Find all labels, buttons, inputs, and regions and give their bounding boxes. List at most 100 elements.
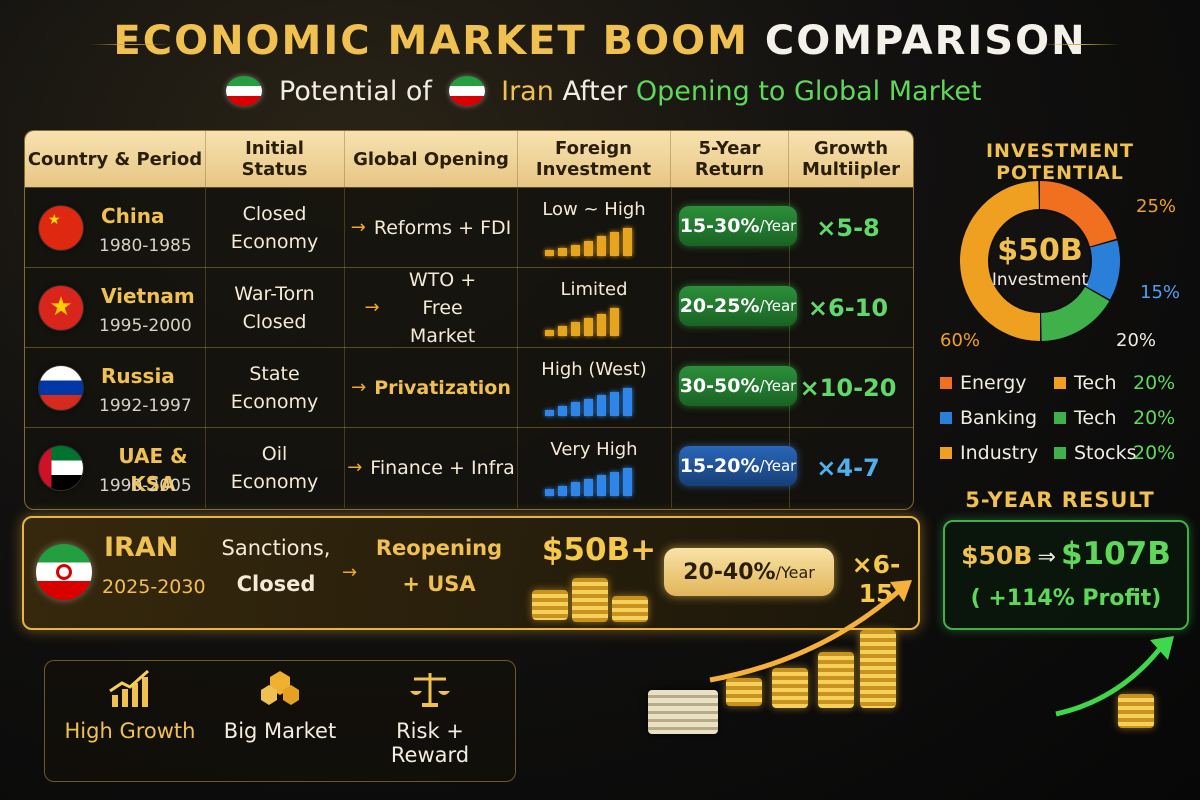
arrow-right-icon: → xyxy=(350,217,366,238)
column-header-status: Initial Status xyxy=(205,131,345,187)
donut-center-value: $50B xyxy=(997,233,1083,268)
investment-bar xyxy=(610,308,619,336)
return-pill: 15-30%/Year xyxy=(679,206,797,246)
country-cell: UAE & KSA 1990-2005 xyxy=(25,428,206,508)
gold-coins-icon xyxy=(572,578,608,622)
legend-pct: 20% xyxy=(1133,372,1176,394)
opening-cell: → Reforms + FDI xyxy=(345,188,518,268)
legend-swatch xyxy=(940,447,952,459)
legend-item: Stocks xyxy=(1054,442,1136,464)
multiplier-value: ×10-20 xyxy=(799,374,897,402)
country-name: Vietnam xyxy=(101,284,195,308)
page-subtitle: Potential of Iran After Opening to Globa… xyxy=(0,76,1200,107)
slice-label: 20% xyxy=(1116,330,1157,351)
country-period: 1992-1997 xyxy=(99,396,192,416)
investment-text: High (West) xyxy=(541,359,647,380)
legend-pct: 20% xyxy=(1133,407,1176,429)
status-line2: Closed xyxy=(236,572,316,596)
gold-coins-icon xyxy=(1118,694,1154,728)
return-cell: 20-25%/Year xyxy=(671,268,797,348)
return-pill: 30-50%/Year xyxy=(679,366,797,406)
multiplier-cell: ×4-7 xyxy=(789,428,913,508)
multiplier-value: ×4-7 xyxy=(816,454,880,482)
donut-slice xyxy=(1040,181,1117,247)
column-header-country: Country & Period xyxy=(25,131,206,187)
country-name: IRAN xyxy=(104,532,179,563)
iran-flag-icon xyxy=(226,76,263,106)
uae-flag-icon xyxy=(39,446,83,490)
return-cell: 30-50%/Year xyxy=(671,348,797,428)
status-cell: State Economy xyxy=(205,348,345,428)
investment-bar xyxy=(558,248,567,256)
opening-cell: → WTO + Free Market xyxy=(345,268,518,348)
legend-item: Tech xyxy=(1054,407,1117,429)
return-cell: 15-20%/Year xyxy=(671,428,797,508)
investment-text: Limited xyxy=(560,279,628,300)
growth-chart-icon xyxy=(109,669,149,707)
legend-label: Tech xyxy=(1074,407,1117,429)
opening-text: Reforms + FDI xyxy=(373,217,512,239)
gold-coins-icon xyxy=(818,652,854,708)
return-pill: 20-25%/Year xyxy=(679,286,797,326)
return-unit: /Year xyxy=(759,217,797,235)
investment-bar xyxy=(545,410,554,416)
donut-center-label: Investment xyxy=(991,270,1089,290)
legend-swatch xyxy=(1054,447,1066,459)
opening-line2: + USA xyxy=(402,572,476,596)
gold-coins-icon xyxy=(612,596,648,622)
return-value: 20-40% xyxy=(683,559,776,585)
opening-cell: → Finance + Infra xyxy=(345,428,518,508)
legend-label: Banking xyxy=(960,407,1038,429)
result-from: $50B xyxy=(961,541,1033,570)
country-period: 2025-2030 xyxy=(102,576,206,598)
gold-coins-icon xyxy=(532,590,568,620)
slice-label: 25% xyxy=(1136,196,1177,217)
investment-bar xyxy=(623,388,632,416)
investment-bars xyxy=(545,226,645,256)
feature-item: Risk + Reward xyxy=(355,669,505,767)
multiplier-cell: ×10-20 xyxy=(789,348,913,428)
donut-slice xyxy=(960,181,1040,341)
hexagon-cluster-icon xyxy=(261,671,299,705)
subtitle-after: After xyxy=(562,76,628,107)
investment-text: Low ~ High xyxy=(542,199,646,220)
investment-cell: Limited xyxy=(517,268,672,348)
return-pill: 20-40%/Year xyxy=(664,548,834,596)
status-cell: Closed Economy xyxy=(205,188,345,268)
investment-bar xyxy=(558,406,567,416)
feature-item: High Growth xyxy=(55,669,205,743)
arrow-right-icon: → xyxy=(347,457,363,478)
investment-cell: Low ~ High xyxy=(517,188,672,268)
return-pill: 15-20%/Year xyxy=(679,446,797,486)
return-unit: /Year xyxy=(759,297,797,315)
arrow-right-icon: → xyxy=(342,562,358,583)
column-header-return: 5-Year Return xyxy=(671,131,789,187)
growth-arrow-icon xyxy=(709,580,912,683)
investment-bars xyxy=(545,386,645,416)
status-cell: Oil Economy xyxy=(205,428,345,508)
investment-bars xyxy=(545,306,645,336)
gold-coins-icon xyxy=(772,668,808,708)
donut-slice xyxy=(1041,287,1110,341)
result-profit: ( +114% Profit) xyxy=(970,586,1162,611)
country-cell: ★ Vietnam 1995-2000 xyxy=(25,268,206,348)
iran-flag-icon xyxy=(36,544,92,600)
iran-row: IRAN 2025-2030 Sanctions, Closed → Reope… xyxy=(22,516,920,630)
return-cell: 15-30%/Year xyxy=(671,188,797,268)
multiplier-value: ×6-10 xyxy=(807,294,889,322)
result-box: $50B ⇒ $107B ( +114% Profit) xyxy=(943,520,1189,630)
multiplier-cell: ×5-8 xyxy=(789,188,913,268)
table-row: UAE & KSA 1990-2005 Oil Economy → Finance… xyxy=(25,427,913,508)
investment-bar xyxy=(571,322,580,336)
investment-bar xyxy=(597,395,606,416)
balance-scale-icon xyxy=(410,673,450,707)
vietnam-flag-icon: ★ xyxy=(39,286,83,330)
gold-coins-icon xyxy=(726,678,762,706)
opening-line1: Reopening xyxy=(375,536,503,560)
donut-slice xyxy=(1085,240,1120,300)
legend-label: Stocks xyxy=(1074,442,1137,464)
table-row: ★ Vietnam 1995-2000 War-Torn Closed → WTO… xyxy=(25,267,913,348)
return-value: 20-25% xyxy=(679,295,760,317)
investment-value: $50B+ xyxy=(541,532,657,568)
country-period: 1990-2005 xyxy=(99,476,192,496)
